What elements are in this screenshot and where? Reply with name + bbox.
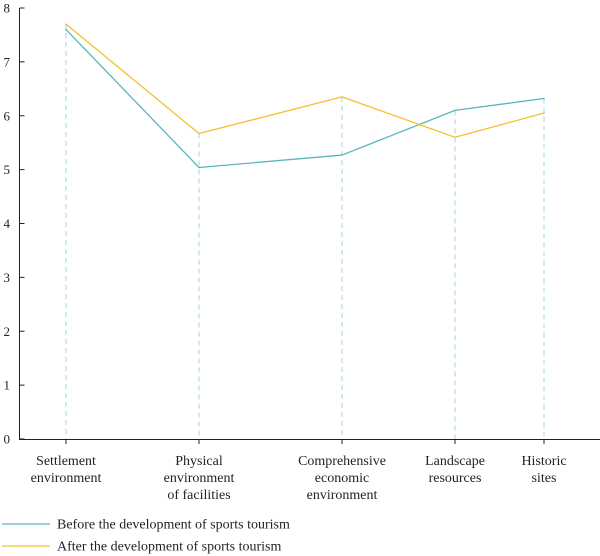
x-category-label: Comprehensive economic environment xyxy=(298,454,386,503)
y-tick-label: 5 xyxy=(4,162,11,177)
x-category-label-line: of facilities xyxy=(167,488,230,503)
data-point xyxy=(341,154,343,156)
x-category-label-line: sites xyxy=(532,471,557,486)
x-category-label-line: environment xyxy=(31,471,102,486)
legend: Before the development of sports tourism… xyxy=(2,518,290,555)
legend-label: Before the development of sports tourism xyxy=(57,518,290,533)
series-line-after xyxy=(65,23,545,138)
data-point xyxy=(65,28,67,31)
x-category-label-line: environment xyxy=(164,471,235,486)
data-point xyxy=(543,112,545,114)
data-point xyxy=(65,23,67,25)
x-category-label-line: economic xyxy=(315,471,369,486)
x-axis-ticks: Settlement environment Physical environment… xyxy=(31,439,567,503)
x-category-label: Historic sites xyxy=(521,454,566,486)
droplines xyxy=(65,24,545,439)
data-point xyxy=(454,109,456,112)
y-tick-label: 4 xyxy=(4,216,11,231)
y-tick-label: 8 xyxy=(4,1,11,16)
y-tick-label: 3 xyxy=(4,270,11,285)
x-category-label-line: Historic xyxy=(521,454,566,469)
data-point xyxy=(198,166,200,169)
x-category-label-line: Comprehensive xyxy=(298,454,386,469)
y-tick-label: 2 xyxy=(4,324,11,339)
x-category-label: Settlement environment xyxy=(31,454,102,486)
y-axis-ticks: 0 1 2 3 4 5 6 7 8 xyxy=(4,1,25,447)
data-point xyxy=(454,136,456,139)
data-point xyxy=(543,97,545,100)
data-point xyxy=(198,132,200,135)
legend-label: After the development of sports tourism xyxy=(57,540,281,555)
series-lines xyxy=(65,23,545,169)
y-tick-label: 1 xyxy=(4,378,11,393)
x-category-label-line: Settlement xyxy=(36,454,96,469)
chart-axes xyxy=(19,8,600,440)
x-category-label-line: environment xyxy=(307,488,378,503)
y-tick-label: 6 xyxy=(4,108,11,123)
y-tick-label: 0 xyxy=(4,432,11,447)
data-point xyxy=(341,96,343,98)
x-category-label-line: Physical xyxy=(175,454,223,469)
x-category-label: Physical environment of facilities xyxy=(164,454,235,503)
y-tick-label: 7 xyxy=(4,54,11,69)
series-line-before xyxy=(65,29,545,169)
x-category-label-line: Landscape xyxy=(425,454,485,469)
x-category-label: Landscape resources xyxy=(425,454,485,486)
x-category-label-line: resources xyxy=(429,471,482,486)
